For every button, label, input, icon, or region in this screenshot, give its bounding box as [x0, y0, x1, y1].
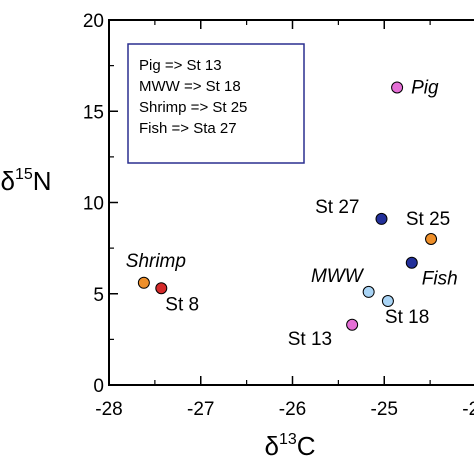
point-labels: Pig St 27 St 25 Fish Shrimp St 8 MWW St 18 St 13: [126, 78, 458, 350]
y-axis-label: δ15N: [0, 166, 51, 196]
data-point: [381, 295, 394, 308]
legend-line: Fish => Sta 27: [139, 120, 237, 137]
point-label: St 13: [288, 329, 332, 350]
axes: -28 -27 -26 -25 -24 0 5 10 15 20 δ13C δ15N: [0, 11, 474, 461]
data-point: [391, 81, 404, 94]
x-tick-label: -27: [187, 399, 214, 420]
point-label: Fish: [422, 269, 458, 290]
x-tick-label: -26: [279, 399, 306, 420]
point-label: Pig: [411, 78, 439, 99]
point-label: St 8: [165, 294, 199, 315]
legend-line: MWW => St 18: [139, 78, 241, 95]
point-label: St 27: [315, 197, 359, 218]
point-label: St 25: [406, 209, 450, 230]
legend-box: Pig => St 13 MWW => St 18 Shrimp => St 25 F…: [127, 43, 305, 164]
data-point: [425, 233, 438, 245]
legend-frame: [127, 43, 305, 164]
data-point: [362, 285, 375, 298]
x-tick-label: -28: [95, 399, 122, 420]
legend-line: Pig => St 13: [139, 57, 222, 74]
data-point: [137, 276, 150, 289]
y-tick-label: 15: [83, 102, 104, 123]
legend-line: Shrimp => St 25: [139, 99, 247, 116]
point-label: Shrimp: [126, 251, 186, 272]
data-points: [137, 81, 438, 331]
x-tick-label: -25: [371, 399, 398, 420]
y-tick-label: 20: [83, 11, 104, 32]
x-axis-label: δ13C: [264, 431, 315, 461]
y-tick-label: 0: [93, 376, 104, 397]
x-tick-label: -24: [462, 399, 474, 420]
data-point: [405, 256, 418, 269]
y-tick-label: 5: [93, 285, 104, 306]
point-label: MWW: [311, 266, 365, 287]
data-point: [155, 282, 168, 295]
point-label: St 18: [385, 307, 429, 328]
y-tick-label: 10: [83, 194, 104, 215]
data-point: [375, 212, 388, 225]
data-point: [346, 318, 359, 331]
